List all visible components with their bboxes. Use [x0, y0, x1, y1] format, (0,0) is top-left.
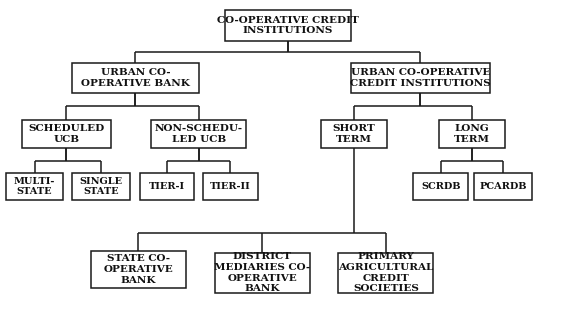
- Text: SINGLE
STATE: SINGLE STATE: [79, 177, 122, 197]
- Text: URBAN CO-
OPERATIVE BANK: URBAN CO- OPERATIVE BANK: [81, 68, 190, 88]
- FancyBboxPatch shape: [90, 251, 185, 288]
- Text: DISTRICT
MEDIARIES CO-
OPERATIVE
BANK: DISTRICT MEDIARIES CO- OPERATIVE BANK: [214, 252, 310, 293]
- FancyBboxPatch shape: [203, 173, 257, 200]
- Text: LONG
TERM: LONG TERM: [454, 124, 490, 144]
- Text: PCARDB: PCARDB: [479, 182, 526, 191]
- FancyBboxPatch shape: [414, 173, 468, 200]
- FancyBboxPatch shape: [225, 11, 351, 41]
- Text: TIER-I: TIER-I: [149, 182, 185, 191]
- Text: STATE CO-
OPERATIVE
BANK: STATE CO- OPERATIVE BANK: [103, 254, 173, 285]
- FancyBboxPatch shape: [72, 173, 130, 200]
- FancyBboxPatch shape: [6, 173, 63, 200]
- FancyBboxPatch shape: [72, 63, 199, 93]
- Text: SCHEDULED
UCB: SCHEDULED UCB: [28, 124, 104, 144]
- Text: PRIMARY
AGRICULTURAL
CREDIT
SOCIETIES: PRIMARY AGRICULTURAL CREDIT SOCIETIES: [338, 252, 434, 293]
- FancyBboxPatch shape: [351, 63, 490, 93]
- Text: SCRDB: SCRDB: [421, 182, 460, 191]
- FancyBboxPatch shape: [321, 120, 387, 148]
- Text: MULTI-
STATE: MULTI- STATE: [14, 177, 55, 197]
- Text: TIER-II: TIER-II: [210, 182, 251, 191]
- Text: NON-SCHEDU-
LED UCB: NON-SCHEDU- LED UCB: [155, 124, 242, 144]
- FancyBboxPatch shape: [214, 253, 309, 293]
- Text: CO-OPERATIVE CREDIT
INSTITUTIONS: CO-OPERATIVE CREDIT INSTITUTIONS: [217, 16, 359, 35]
- Text: URBAN CO-OPERATIVE
CREDIT INSTITUTIONS: URBAN CO-OPERATIVE CREDIT INSTITUTIONS: [350, 68, 491, 88]
- FancyBboxPatch shape: [139, 173, 194, 200]
- FancyBboxPatch shape: [474, 173, 532, 200]
- FancyBboxPatch shape: [439, 120, 505, 148]
- FancyBboxPatch shape: [339, 253, 434, 293]
- Text: SHORT
TERM: SHORT TERM: [333, 124, 376, 144]
- FancyBboxPatch shape: [22, 120, 111, 148]
- FancyBboxPatch shape: [151, 120, 247, 148]
